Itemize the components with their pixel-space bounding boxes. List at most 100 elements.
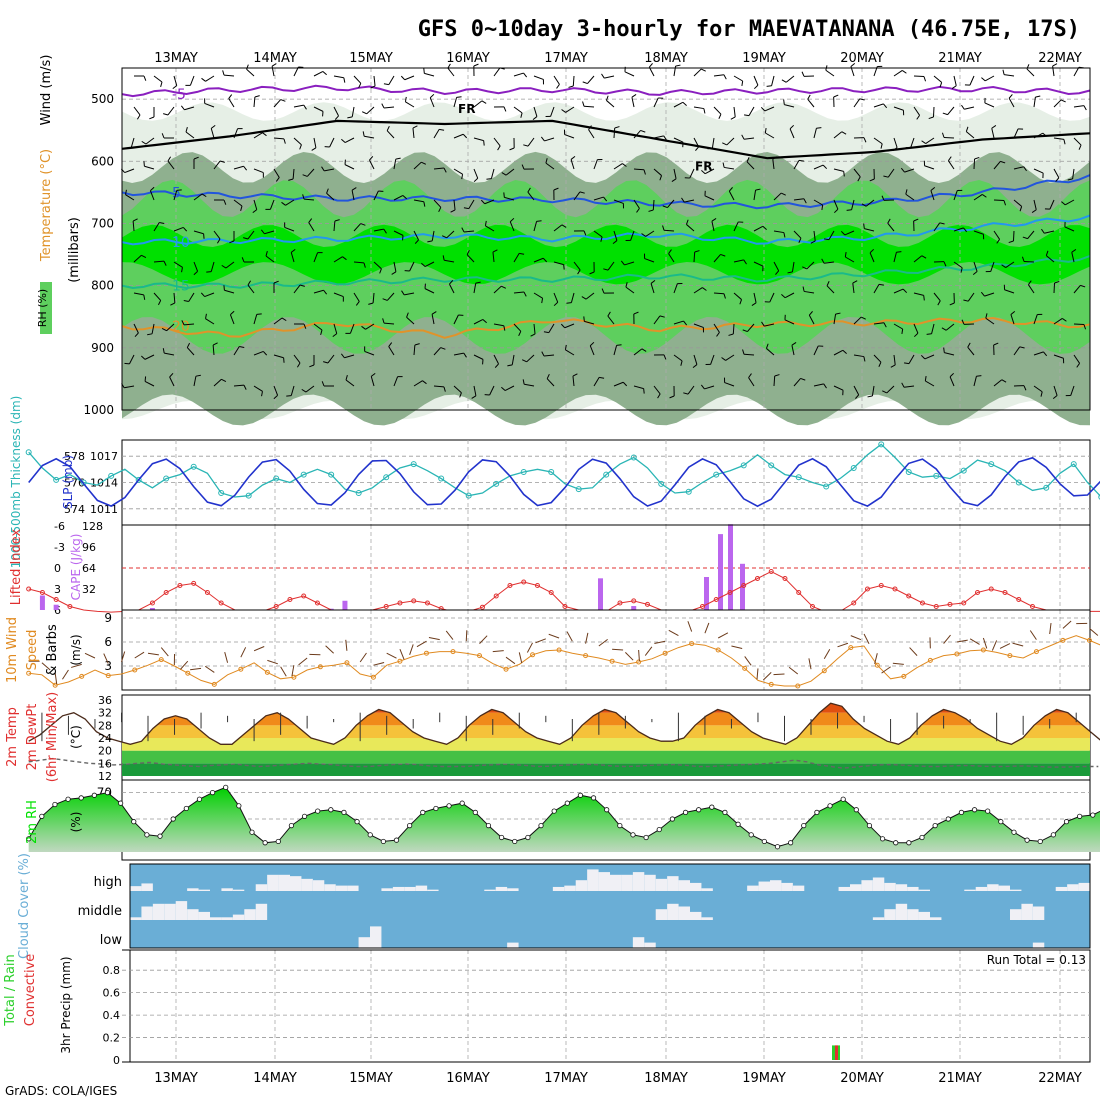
wind-barb-flag [588, 125, 592, 130]
rh-marker [52, 801, 58, 808]
wind-barb [733, 106, 736, 117]
thickness-marker [740, 462, 747, 469]
wind-barb [944, 352, 955, 356]
wind-barb [573, 261, 581, 271]
cloud-gap [130, 917, 142, 920]
wind-barb [1070, 385, 1075, 396]
wind-speed-marker [105, 673, 111, 679]
freezing-level-label: FR [458, 102, 475, 116]
wind-barb [293, 284, 301, 294]
rh-marker [709, 804, 715, 810]
wind-barb-flag [323, 361, 329, 364]
lifted-index-marker [768, 569, 774, 574]
wind-barb-flag [581, 296, 587, 300]
wind-barb-flag [401, 290, 405, 296]
wind-barb [133, 254, 142, 263]
surface-wind-barb [704, 622, 710, 634]
surface-wind-barb [505, 656, 516, 665]
cloud-gap [644, 942, 656, 948]
lifted-index-marker [809, 604, 815, 609]
wind-speed-marker [821, 668, 827, 674]
rh-marker [682, 809, 689, 816]
wind-barb [189, 75, 195, 86]
surface-wind-barb [837, 642, 849, 648]
isotherm-label: 20 [172, 319, 190, 335]
rh-marker [577, 792, 584, 798]
wind-barb-flag [1023, 385, 1027, 391]
wind-barb [813, 128, 817, 139]
rh-marker [39, 813, 45, 819]
wind-speed-marker [26, 670, 32, 676]
wind-barb-flag [1001, 264, 1006, 269]
surface-wind-barb [373, 662, 385, 666]
wind-barb-flag [663, 354, 667, 360]
thickness-marker [1043, 484, 1050, 491]
wind-barb-flag [743, 114, 750, 117]
wind-barb [873, 137, 883, 145]
wind-barb [1033, 168, 1044, 174]
thickness-marker [630, 454, 637, 461]
wind-barb-flag [641, 233, 646, 237]
rh-marker [446, 803, 452, 809]
wind-barb-flag [321, 166, 325, 172]
wind-barb-flag [633, 311, 639, 315]
wind-barb [652, 199, 655, 211]
wind-barb [633, 130, 641, 139]
wind-barb [704, 195, 715, 201]
surface-wind-barb [465, 630, 468, 642]
wind-barb-flag [1052, 395, 1058, 400]
wind-speed-marker [583, 653, 589, 659]
rh-marker [367, 832, 373, 838]
surface-wind-barb [823, 649, 831, 660]
isotherm-label: 15 [172, 279, 190, 295]
wind-barb-flag [170, 302, 176, 306]
thickness-line [28, 443, 1100, 498]
wind-barb [869, 252, 875, 263]
cloud-gap [918, 911, 930, 920]
wind-speed-marker [954, 651, 960, 657]
wind-barb-flag [520, 112, 523, 118]
slp-tick-label: 1017 [90, 450, 118, 463]
wind-barb [548, 323, 555, 333]
wind-barb-flag [221, 264, 227, 269]
wind-barb [764, 323, 775, 327]
wind-barb [913, 106, 921, 116]
day-label-bottom: 14MAY [253, 1071, 297, 1086]
rh-marker [262, 840, 268, 846]
wind-barb-flag [172, 85, 178, 90]
rh-marker [433, 805, 439, 812]
rh-marker [393, 837, 400, 843]
lifted-index-marker [397, 600, 403, 606]
wind-barb-flag [1076, 363, 1081, 368]
cloud-gap [690, 911, 702, 920]
surface-wind-barb [62, 669, 69, 680]
wind-barb-flag [801, 71, 805, 77]
surface-wind-barb [103, 653, 109, 664]
wind-barb-flag [260, 229, 265, 235]
wind-barb [747, 323, 755, 332]
wind-barb-flag [892, 147, 898, 152]
wind-barb-flag [141, 140, 147, 145]
wind-barb [345, 379, 355, 387]
cape-bar [53, 604, 59, 610]
wind-barb-flag [483, 140, 485, 146]
slp-line [28, 456, 1100, 508]
wind-barb-flag [781, 79, 787, 83]
wind-barb-flag [901, 328, 904, 335]
rh-marker [236, 803, 242, 809]
surface-wind-barb [445, 630, 454, 640]
wind-barb-flag [913, 218, 919, 222]
rh-marker [893, 840, 899, 846]
wind-barb-flag [840, 230, 846, 236]
temp-tick-label: 32 [98, 707, 112, 720]
rh-marker [131, 819, 137, 825]
wind-barb-flag [742, 329, 748, 333]
cape-tick-label: 128 [82, 520, 103, 533]
wind-barb-flag [303, 104, 307, 110]
wind-barb-flag [143, 75, 147, 81]
wind-barb [173, 226, 184, 232]
wind-barb [133, 323, 139, 334]
cloud-gap [198, 889, 210, 891]
cloud-gap [758, 881, 770, 891]
rh-marker [971, 807, 978, 813]
